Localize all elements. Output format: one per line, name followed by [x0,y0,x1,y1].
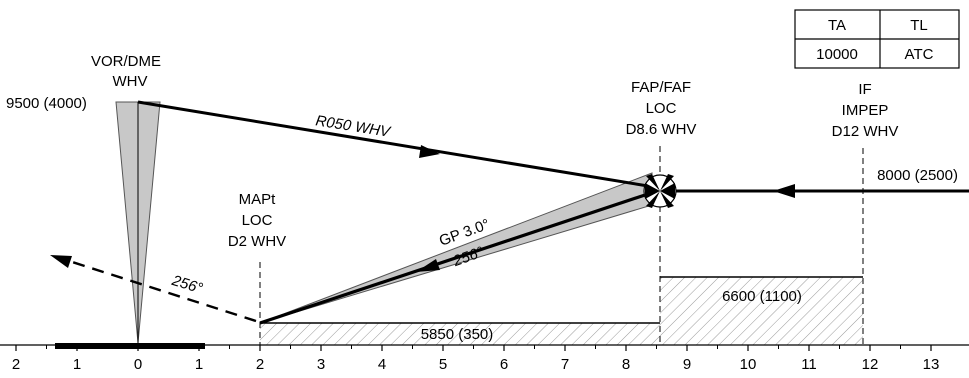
scale-label: 5 [439,356,447,373]
scale-label: 12 [862,356,879,373]
glidepath-arrow-icon [416,259,440,272]
scale-label: 3 [317,356,325,373]
vor-label-line2: WHV [113,73,148,90]
if-label-line2: IMPEP [842,102,889,119]
radial-arrow-icon [419,145,440,158]
missed-approach-arrow-icon [50,255,72,268]
fap-label-line2: LOC [646,100,677,117]
scale-label: 1 [195,356,203,373]
scale-label: 0 [134,356,142,373]
missed-approach-line [65,258,257,323]
fap-label-line3: D8.6 WHV [626,121,697,138]
scale-label: 10 [740,356,757,373]
vor-altitude-label: 9500 (4000) [6,95,87,112]
fap-segment-altitude-label: 6600 (1100) [722,288,802,305]
fap-segment-hatch [660,277,863,345]
scale-label: 9 [683,356,691,373]
final-segment-altitude-label: 5850 (350) [421,326,494,343]
final-segment-hatch [260,323,660,345]
scale-label: 6 [500,356,508,373]
scale-label: 2 [256,356,264,373]
radial-track-line [137,100,649,188]
runway-bar [55,343,205,349]
distance-scale: 2 1 0 1 2 3 4 5 6 7 8 9 10 11 12 13 [0,343,969,373]
scale-label: 7 [561,356,569,373]
mapt-label-line1: MAPt [239,191,277,208]
tl-header: TL [910,17,928,34]
scale-label: 2 [12,356,20,373]
mapt-label-line2: LOC [242,212,273,229]
if-altitude-label: 8000 (2500) [877,167,958,184]
transition-table: TA TL 10000 ATC [794,9,960,69]
mapt-label-line3: D2 WHV [228,233,286,250]
ta-value: 10000 [816,46,858,63]
scale-label: 13 [923,356,940,373]
faf-cross-icon [643,174,677,208]
glidepath-line [259,192,649,325]
vor-label-line1: VOR/DME [91,53,161,70]
tl-value: ATC [905,46,934,63]
scale-label: 4 [378,356,386,373]
scale-label: 1 [73,356,81,373]
inbound-arrow-icon [773,184,795,198]
scale-label: 11 [801,356,817,373]
scale-label: 8 [622,356,630,373]
if-label-line1: IF [858,81,871,98]
glidepath-wedge [259,172,653,324]
fap-label-line1: FAP/FAF [631,79,691,96]
missed-course-label: 256° [169,272,205,298]
ta-header: TA [828,17,846,34]
glidepath-course-label: 256° [450,243,486,270]
if-label-line3: D12 WHV [832,123,899,140]
